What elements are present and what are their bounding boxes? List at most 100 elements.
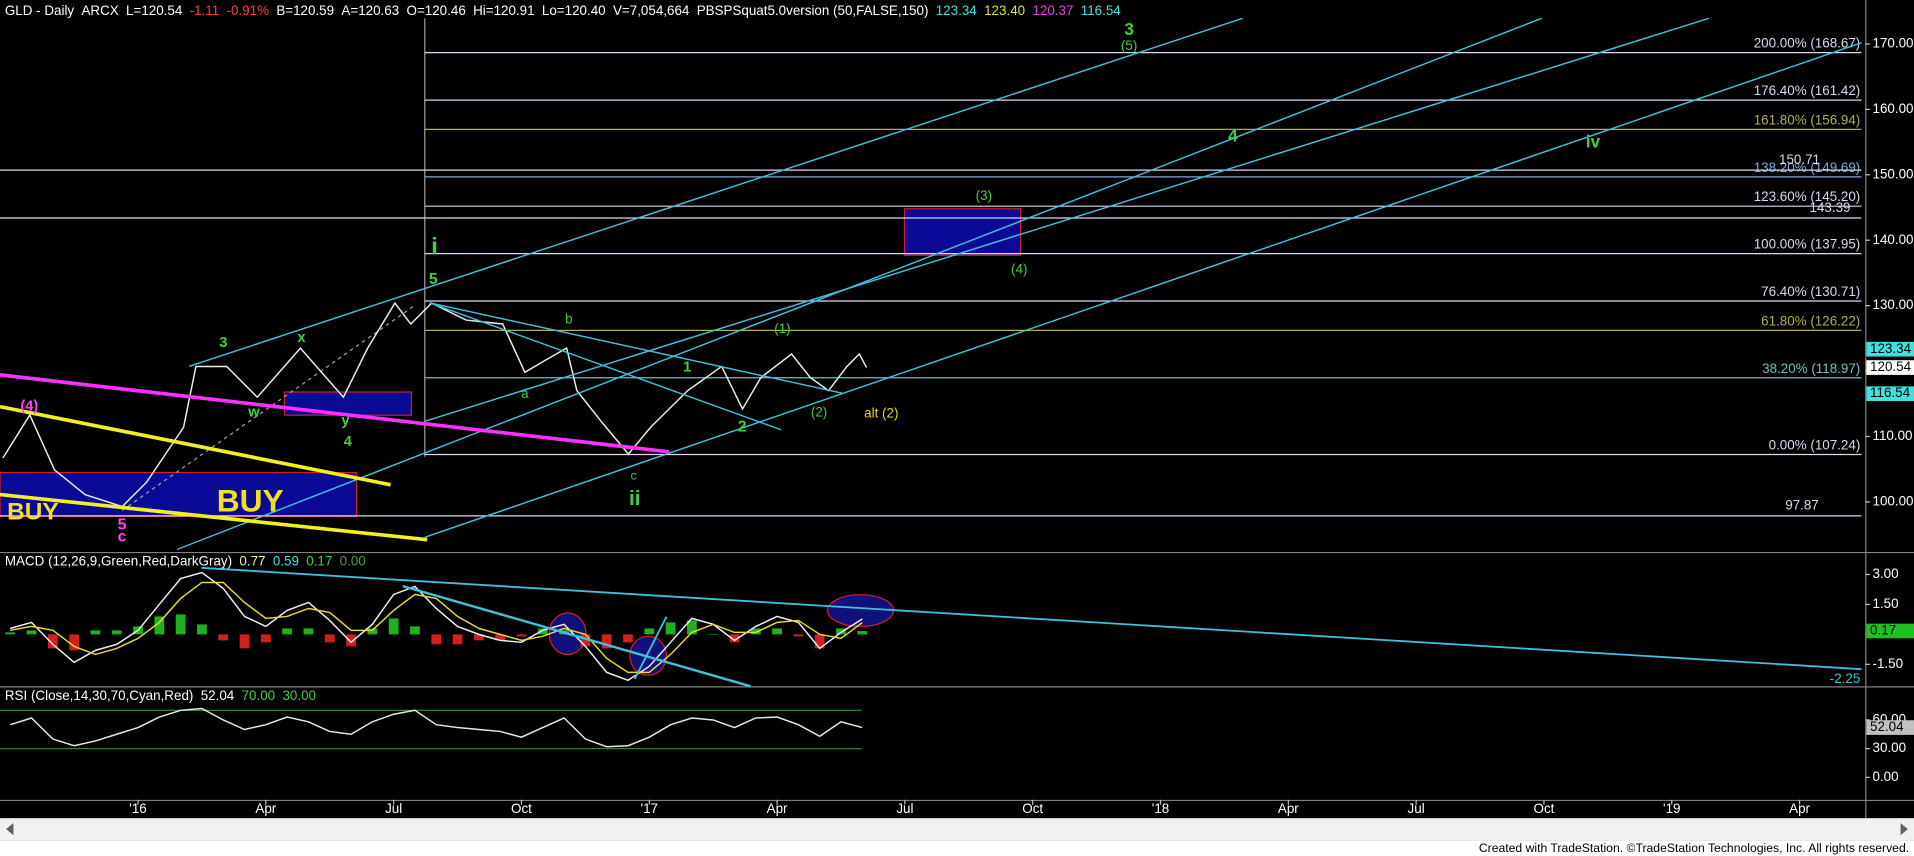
wave-label: c: [118, 528, 127, 545]
y-tick-label: 3.00: [1872, 566, 1898, 581]
header-part: L=120.54: [126, 3, 183, 18]
trend-line: [0, 404, 391, 487]
wave-label: 4: [344, 434, 353, 450]
x-tick-label: '17: [641, 801, 658, 816]
x-tick-label: Oct: [1534, 801, 1555, 816]
histogram-bar: [750, 628, 761, 635]
level-label: 61.80% (126.22): [1761, 313, 1860, 328]
target-box: [283, 391, 412, 416]
header-part: 116.54: [1081, 3, 1122, 18]
last-value-label: 0.17: [1870, 623, 1896, 638]
histogram-bar: [623, 634, 633, 643]
footer: Created with TradeStation. ©TradeStation…: [1479, 841, 1909, 855]
level-label: 38.20% (118.97): [1762, 361, 1860, 376]
level-label: 161.80% (156.94): [1754, 112, 1861, 127]
histogram-bar: [537, 628, 548, 635]
scroll-left[interactable]: [6, 823, 14, 836]
histogram-bar: [729, 634, 740, 643]
y-tick-label: -1.50: [1872, 656, 1903, 671]
header-part: Lo=120.40: [542, 3, 606, 18]
y-tick-label: 150.00: [1872, 166, 1913, 181]
histogram-bar: [197, 624, 207, 635]
x-tick-label: Jul: [1408, 801, 1425, 816]
header-part: MACD (12,26,9,Green,Red,DarkGray): [5, 553, 232, 568]
histogram-bar: [47, 634, 58, 649]
wave-label: w: [247, 405, 260, 421]
histogram-bar: [708, 634, 719, 635]
wave-label: BUY: [7, 498, 59, 525]
panel-header: MACD (12,26,9,Green,Red,DarkGray) 0.77 0.5…: [5, 553, 366, 568]
histogram-bar: [516, 634, 527, 637]
histogram-bar: [473, 634, 484, 641]
wave-label: iv: [1586, 132, 1601, 151]
histogram-bar: [324, 634, 335, 643]
x-tick-label: '19: [1663, 801, 1680, 816]
histogram-bar: [580, 634, 591, 647]
header-part: ARCX: [81, 3, 118, 18]
y-tick-label: 170.00: [1872, 36, 1913, 51]
x-tick-label: Apr: [767, 801, 788, 816]
histogram-bar: [111, 630, 122, 635]
header-part: 30.00: [282, 688, 316, 703]
price-line-series: [2, 301, 868, 508]
wave-label: 4: [1228, 126, 1238, 145]
histogram-bar: [5, 632, 16, 635]
header-part: PBSPSquat5.0version (50,FALSE,150): [697, 3, 929, 18]
x-tick-label: Jul: [896, 801, 913, 816]
target-box: [0, 471, 358, 518]
header-part: 70.00: [242, 688, 276, 703]
header-part: 0.77: [239, 553, 265, 568]
wave-label: (1): [774, 321, 790, 336]
y-tick-label: 160.00: [1872, 101, 1913, 116]
wave-label: c: [630, 468, 636, 482]
last-value-label: 120.54: [1870, 359, 1912, 374]
trend-line: [201, 566, 1862, 671]
trend-line: [176, 17, 1542, 551]
x-tick-label: Jul: [385, 801, 402, 816]
wave-label: (4): [20, 399, 38, 415]
header-part: 0.59: [273, 553, 299, 568]
header-part: O=120.46: [407, 3, 466, 18]
last-value-box: [1866, 720, 1914, 735]
histogram-bar: [814, 634, 825, 649]
trend-line: [429, 302, 843, 394]
level-label: 138.20% (149.69): [1754, 160, 1861, 175]
header-part: V=7,054,664: [613, 3, 690, 18]
histogram-bar: [175, 614, 186, 635]
histogram-bar: [388, 618, 399, 635]
histogram-bar: [686, 620, 697, 635]
wave-label: (5): [1121, 38, 1137, 53]
y-tick-label: 140.00: [1872, 232, 1913, 247]
wave-label: i: [431, 233, 438, 260]
histogram-bar: [303, 628, 314, 635]
data-layer: [2, 301, 868, 748]
y-tick-label: 30.00: [1872, 740, 1906, 755]
scrollbar[interactable]: [0, 818, 1914, 841]
wave-label: 3: [219, 335, 227, 351]
histogram-bar: [367, 628, 378, 635]
last-value-label: 123.34: [1870, 341, 1912, 356]
drawings-back: 100.00 110.00 1 2 0.00 130.00 140.00 150.00 160.…: [0, 0, 1914, 819]
x-tick-label: Apr: [1278, 801, 1299, 816]
wave-path: [121, 304, 416, 511]
panel-header: RSI (Close,14,30,70,Cyan,Red) 52.04 70.00 3…: [5, 688, 316, 703]
level-label: 0.00% (107.24): [1769, 438, 1861, 453]
x-tick-label: Apr: [255, 801, 276, 816]
indicator-line: [10, 571, 863, 682]
histogram-bar: [239, 634, 250, 649]
scroll-right[interactable]: [1900, 823, 1908, 836]
level-label: 123.60% (145.20): [1754, 189, 1861, 204]
trend-line: [633, 616, 668, 680]
histogram-bar: [772, 628, 782, 635]
price-line-label: 150.71: [1779, 152, 1820, 167]
last-value-box: [1866, 623, 1914, 639]
price-line-label: 143.39: [1810, 200, 1851, 215]
x-tick-label: Apr: [1789, 801, 1810, 816]
x-tick-label: Oct: [511, 801, 532, 816]
wave-label: (2): [811, 404, 827, 419]
histogram-bar: [665, 622, 676, 635]
histogram-bar: [346, 634, 356, 647]
histogram-bar: [836, 628, 846, 635]
wave-label: y: [341, 413, 350, 429]
